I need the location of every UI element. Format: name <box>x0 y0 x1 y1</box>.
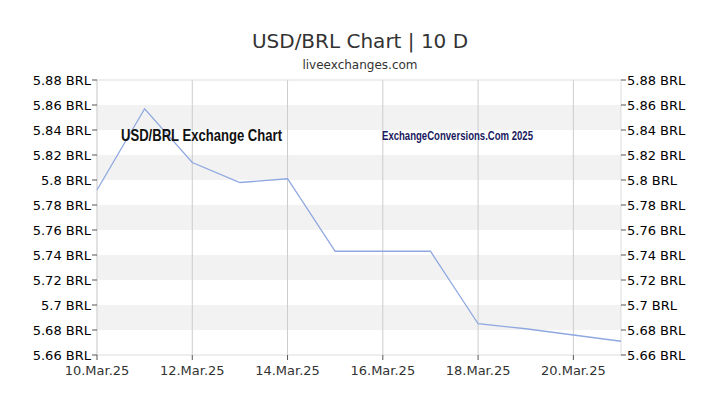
tick-y2 <box>621 205 626 206</box>
tick-label-y2: 5.74 BRL <box>627 248 686 263</box>
grid-line-x <box>287 80 288 355</box>
tick-label-x: 14.Mar.25 <box>255 363 320 378</box>
tick-x <box>287 355 288 360</box>
tick-x <box>478 355 479 360</box>
tick-y2 <box>621 355 626 356</box>
tick-y <box>92 205 97 206</box>
tick-label-y2: 5.8 BRL <box>627 173 678 188</box>
subtitle: liveexchanges.com <box>302 58 417 72</box>
grid-line-x <box>573 80 574 355</box>
tick-label-x: 16.Mar.25 <box>350 363 415 378</box>
tick-x <box>573 355 574 360</box>
tick-y <box>92 180 97 181</box>
tick-x <box>192 355 193 360</box>
tick-label-y2: 5.68 BRL <box>627 323 686 338</box>
tick-label-y: 5.88 BRL <box>33 73 92 88</box>
tick-y2 <box>621 280 626 281</box>
tick-x <box>97 355 98 360</box>
tick-y2 <box>621 130 626 131</box>
tick-y <box>92 80 97 81</box>
grid-line-x <box>382 80 383 355</box>
tick-label-y: 5.76 BRL <box>33 223 92 238</box>
tick-label-y2: 5.66 BRL <box>627 348 686 363</box>
tick-y2 <box>621 105 626 106</box>
tick-x <box>382 355 383 360</box>
title: USD/BRL Chart | 10 D <box>252 29 468 53</box>
tick-label-y2: 5.72 BRL <box>627 273 686 288</box>
tick-label-y: 5.68 BRL <box>33 323 92 338</box>
tick-label-y2: 5.84 BRL <box>627 123 686 138</box>
tick-y <box>92 105 97 106</box>
tick-y2 <box>621 305 626 306</box>
price-line <box>97 109 621 342</box>
tick-y2 <box>621 255 626 256</box>
tick-y <box>92 305 97 306</box>
grid-band <box>97 305 621 330</box>
grid-band <box>97 205 621 230</box>
tick-label-x: 18.Mar.25 <box>446 363 511 378</box>
tick-label-y: 5.78 BRL <box>33 198 92 213</box>
tick-label-x: 20.Mar.25 <box>541 363 606 378</box>
tick-label-y: 5.84 BRL <box>33 123 92 138</box>
marks <box>97 109 621 342</box>
tick-label-y2: 5.88 BRL <box>627 73 686 88</box>
tick-y2 <box>621 155 626 156</box>
grid-band <box>97 155 621 180</box>
tick-label-y2: 5.78 BRL <box>627 198 686 213</box>
tick-y <box>92 155 97 156</box>
annotation: ExchangeConversions.Com 2025 <box>382 128 533 143</box>
tick-label-y2: 5.76 BRL <box>627 223 686 238</box>
tick-label-x: 12.Mar.25 <box>160 363 225 378</box>
grid-line-x <box>478 80 479 355</box>
tick-label-y: 5.66 BRL <box>33 348 92 363</box>
tick-label-y: 5.72 BRL <box>33 273 92 288</box>
tick-y <box>92 355 97 356</box>
tick-y <box>92 255 97 256</box>
tick-y2 <box>621 80 626 81</box>
tick-y <box>92 130 97 131</box>
grid-line-x <box>192 80 193 355</box>
tick-label-y: 5.82 BRL <box>33 148 92 163</box>
tick-y <box>92 330 97 331</box>
plot-frame <box>97 80 621 355</box>
tick-y2 <box>621 330 626 331</box>
tick-label-y2: 5.7 BRL <box>627 298 678 313</box>
tick-label-x: 10.Mar.25 <box>65 363 130 378</box>
tick-y2 <box>621 230 626 231</box>
tick-y2 <box>621 180 626 181</box>
tick-y <box>92 280 97 281</box>
tick-y <box>92 230 97 231</box>
tick-label-y: 5.8 BRL <box>41 173 92 188</box>
tick-label-y2: 5.86 BRL <box>627 98 686 113</box>
tick-label-y2: 5.82 BRL <box>627 148 686 163</box>
annotation: USD/BRL Exchange Chart <box>121 126 282 145</box>
chart: 5.66 BRL 5.66 BRL 5.68 BRL 5.68 BRL 5.7 BRL 5… <box>0 0 720 405</box>
grid-band <box>97 255 621 280</box>
tick-label-y: 5.74 BRL <box>33 248 92 263</box>
tick-label-y: 5.86 BRL <box>33 98 92 113</box>
tick-label-y: 5.7 BRL <box>41 298 92 313</box>
